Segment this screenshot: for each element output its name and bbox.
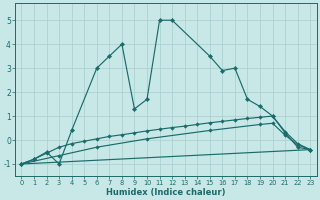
X-axis label: Humidex (Indice chaleur): Humidex (Indice chaleur) <box>106 188 226 197</box>
